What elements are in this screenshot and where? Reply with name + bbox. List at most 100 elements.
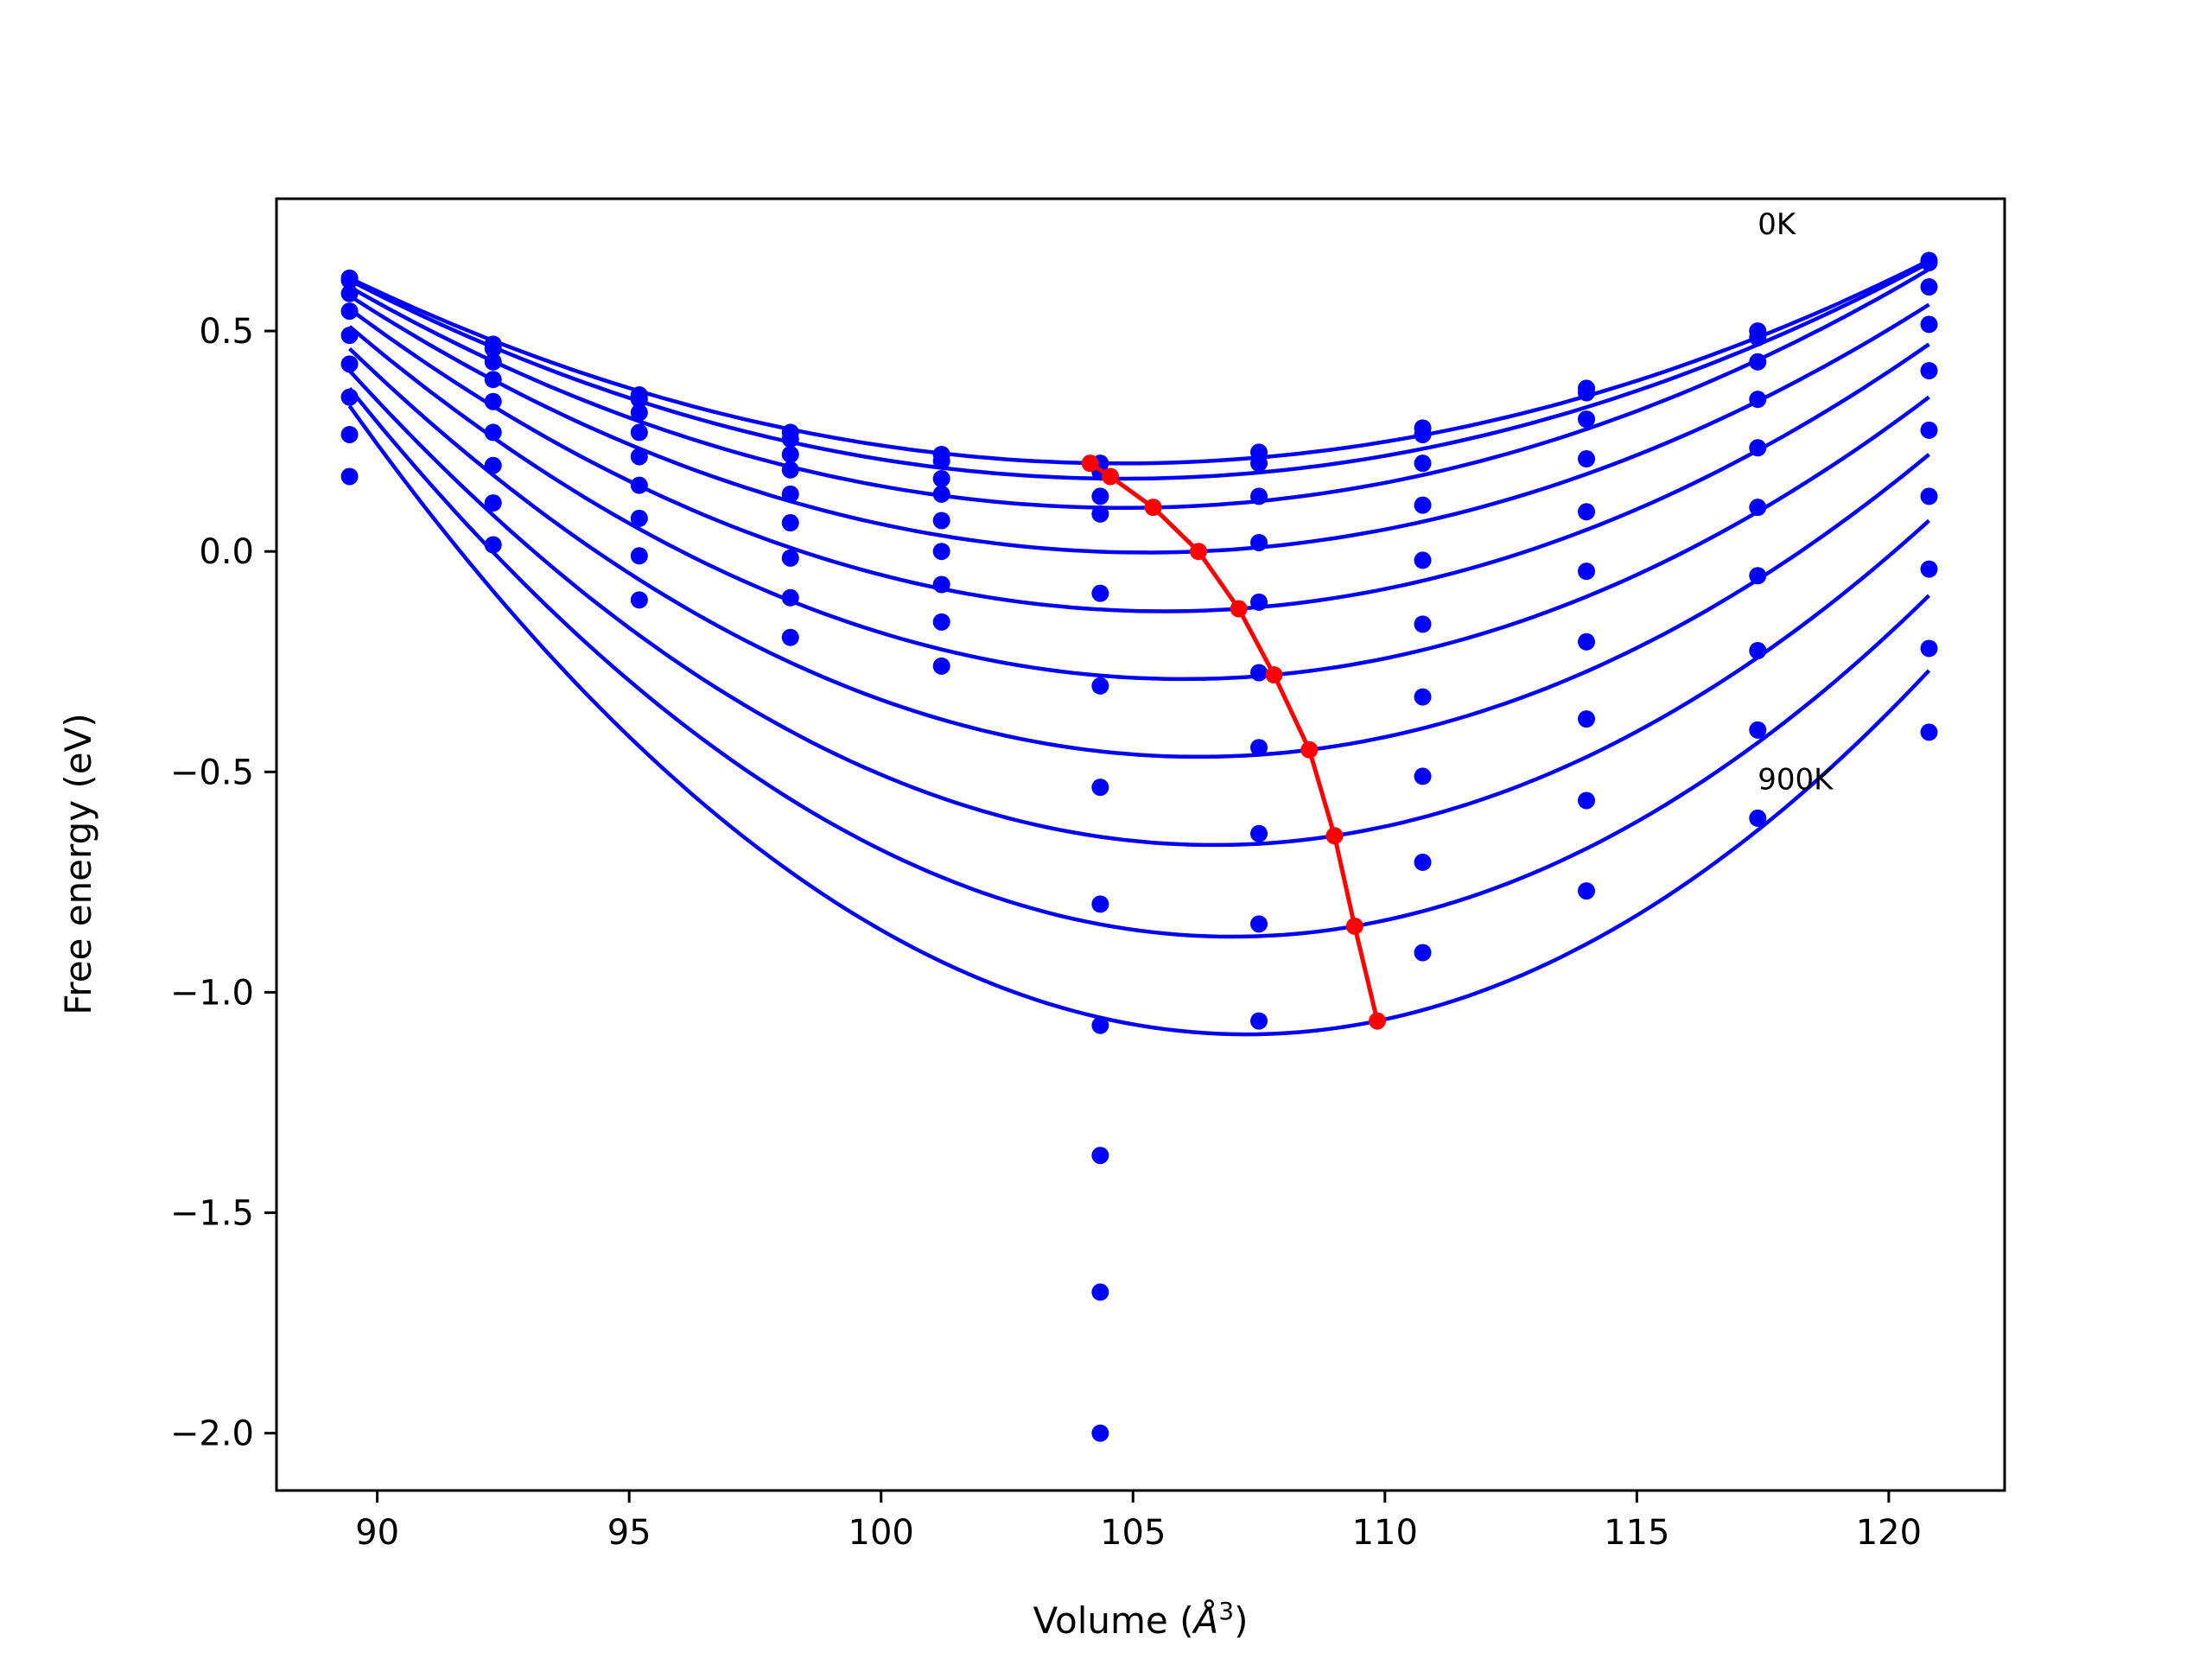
data-point	[1414, 551, 1432, 569]
x-tick-label: 100	[849, 1513, 914, 1553]
data-point	[1578, 563, 1596, 581]
data-point	[484, 536, 502, 554]
temperature-annotation: 900K	[1758, 763, 1834, 798]
data-point	[484, 423, 502, 442]
data-point	[1250, 533, 1268, 551]
data-point	[1749, 499, 1767, 517]
minimum-point	[1369, 1012, 1387, 1030]
x-tick-label: 95	[607, 1513, 652, 1553]
annotations: 0K 900K	[1758, 207, 1834, 798]
fit-curve-6	[348, 325, 1930, 682]
data-point	[1920, 315, 1938, 334]
data-point	[781, 485, 799, 503]
data-point	[1250, 824, 1268, 842]
fit-curve-4	[348, 294, 1930, 555]
data-point	[932, 485, 950, 503]
minimum-point	[1190, 543, 1208, 561]
minimum-curve-line	[1089, 461, 1380, 1022]
data-point	[630, 391, 648, 409]
data-point	[484, 456, 502, 474]
data-point	[1091, 895, 1109, 913]
data-point	[1920, 723, 1938, 741]
data-point	[1578, 450, 1596, 468]
data-point	[484, 353, 502, 371]
x-tick-label: 90	[355, 1513, 399, 1553]
y-axis-ticks: 0.5 0.0 −0.5 −1.0 −1.5 −2.0	[170, 312, 276, 1454]
y-tick-label: −1.5	[170, 1194, 254, 1234]
minimum-point	[1144, 499, 1162, 517]
data-point	[1920, 639, 1938, 658]
data-point	[932, 470, 950, 488]
data-point	[1578, 710, 1596, 728]
x-tick-label: 105	[1100, 1513, 1166, 1553]
data-point	[1749, 353, 1767, 371]
data-point	[1091, 779, 1109, 797]
data-point	[781, 549, 799, 567]
data-point	[630, 509, 648, 527]
fit-curve-5	[348, 307, 1930, 613]
data-point	[1920, 361, 1938, 379]
data-point	[340, 327, 359, 345]
y-tick-label: −2.0	[170, 1414, 254, 1454]
minimum-curve	[1081, 454, 1387, 1030]
minimum-point	[1325, 827, 1344, 845]
minimum-point	[1265, 666, 1283, 684]
data-point	[1749, 439, 1767, 457]
data-point	[1091, 1424, 1109, 1442]
data-point	[1749, 721, 1767, 739]
fit-curve-8	[347, 369, 1931, 848]
data-point	[1749, 328, 1767, 346]
data-point	[781, 430, 799, 448]
data-point	[1250, 1012, 1268, 1030]
data-point	[630, 476, 648, 494]
data-point	[781, 514, 799, 532]
x-tick-label: 120	[1856, 1513, 1922, 1553]
data-point	[1414, 425, 1432, 443]
x-tick-label: 115	[1604, 1513, 1669, 1553]
fit-curve-10	[347, 404, 1931, 1037]
data-point	[630, 448, 648, 466]
fit-curve-3	[348, 267, 1930, 510]
data-point	[1578, 632, 1596, 651]
minimum-point	[1345, 917, 1363, 935]
data-point	[1920, 421, 1938, 439]
data-point	[630, 423, 648, 442]
data-point	[1749, 391, 1767, 409]
data-point	[1091, 677, 1109, 695]
data-point	[781, 445, 799, 463]
data-point	[932, 543, 950, 561]
data-point	[781, 461, 799, 479]
data-point	[340, 355, 359, 373]
x-axis-ticks: 90 95 100 105 110 115 120	[355, 1491, 1922, 1553]
data-point	[630, 591, 648, 609]
data-point	[1920, 560, 1938, 578]
data-point	[1414, 944, 1432, 962]
fit-curve-2	[348, 261, 1930, 481]
data-point	[1091, 584, 1109, 602]
data-point	[630, 404, 648, 422]
x-axis-label: Volume (Å3)	[1033, 1597, 1249, 1643]
data-point	[1414, 454, 1432, 473]
minimum-point	[1230, 600, 1248, 618]
data-point	[1091, 487, 1109, 505]
data-points	[340, 251, 1938, 1442]
data-point	[1091, 1016, 1109, 1034]
data-point	[630, 547, 648, 565]
data-point	[1920, 253, 1938, 271]
minimum-point	[1102, 467, 1120, 486]
fit-curves	[347, 258, 1931, 1037]
y-tick-label: −1.0	[170, 973, 254, 1013]
data-point	[781, 588, 799, 607]
data-point	[1749, 641, 1767, 659]
data-point	[1414, 688, 1432, 706]
data-point	[1250, 664, 1268, 682]
x-tick-label: 110	[1352, 1513, 1418, 1553]
fit-curve-9	[347, 386, 1931, 939]
data-point	[932, 613, 950, 631]
data-point	[1414, 853, 1432, 871]
data-point	[340, 425, 359, 443]
data-point	[932, 512, 950, 530]
data-point	[1250, 915, 1268, 933]
data-point	[1920, 278, 1938, 296]
